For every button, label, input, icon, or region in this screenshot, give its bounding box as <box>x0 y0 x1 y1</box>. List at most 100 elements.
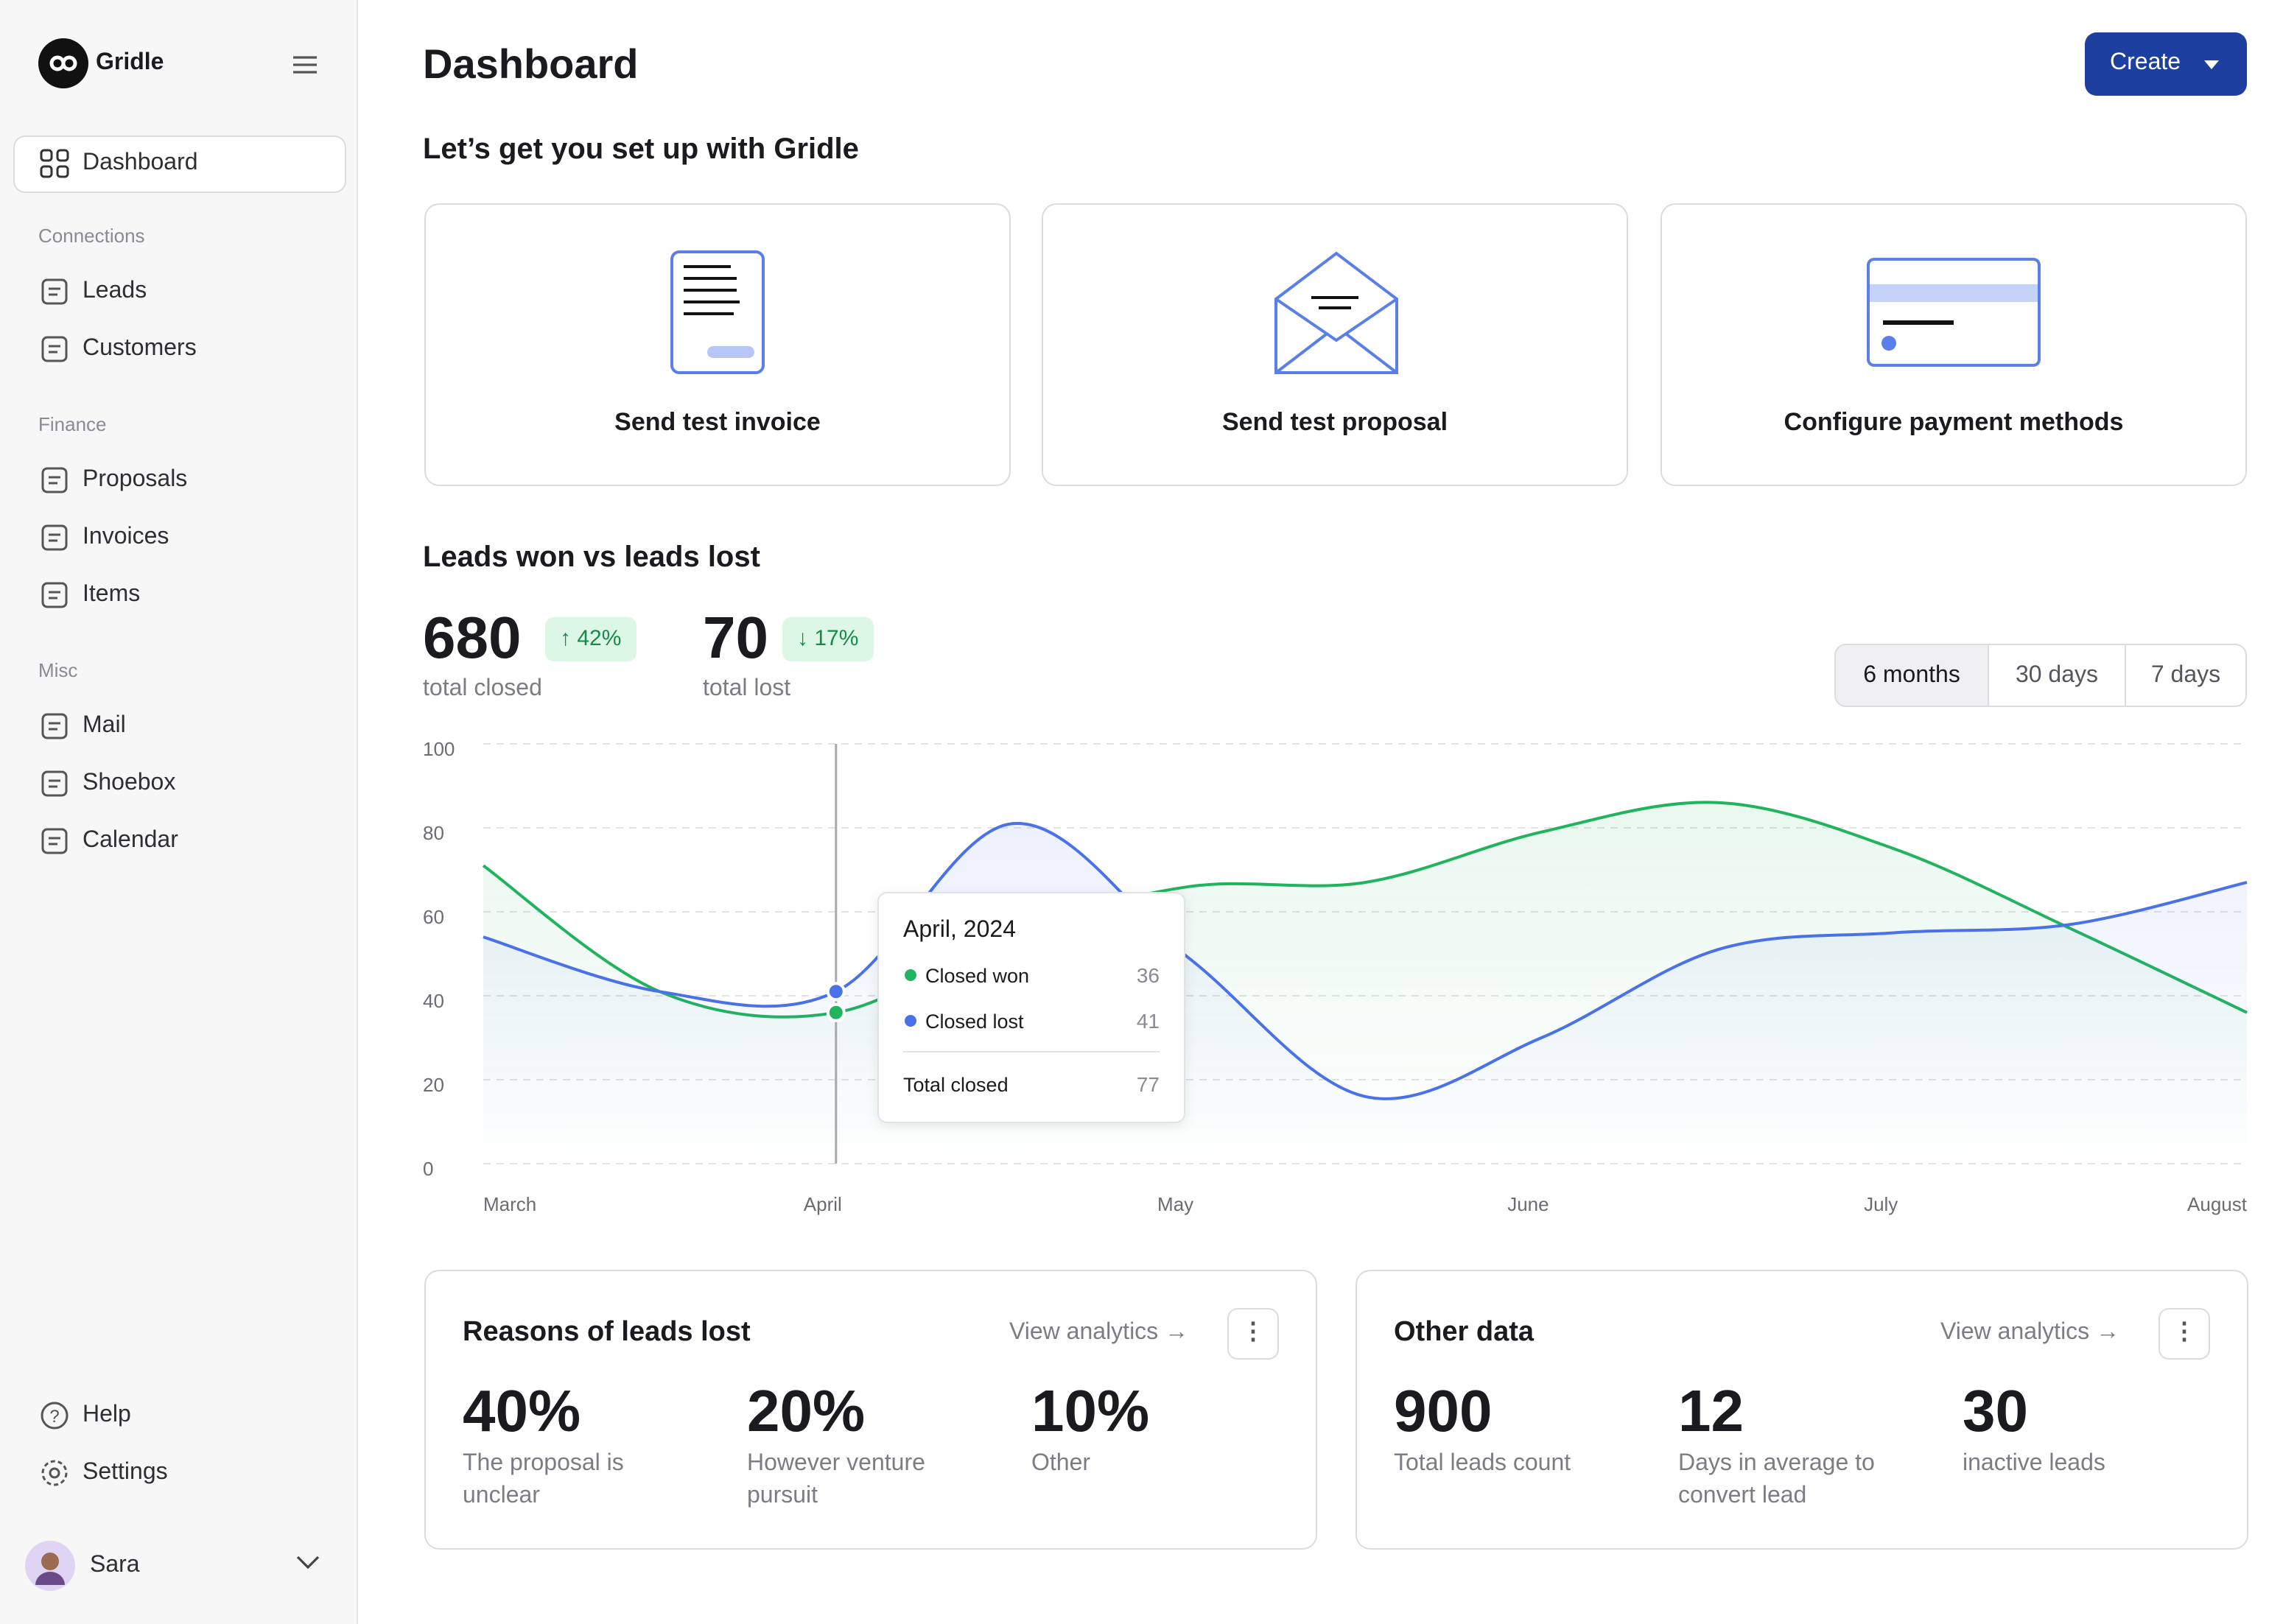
y-tick-label: 100 <box>423 738 455 760</box>
stat-label: total lost <box>703 676 791 701</box>
caret <box>2204 60 2219 69</box>
nav-section-title: Connections <box>38 225 145 247</box>
menu-button[interactable] <box>292 55 318 75</box>
y-tick-label: 20 <box>423 1074 444 1096</box>
stat-label: However venture pursuit <box>747 1451 925 1508</box>
panel-title: Reasons of leads lost <box>463 1317 751 1348</box>
link-label[interactable]: View analytics <box>1009 1320 1159 1345</box>
icon <box>41 466 68 493</box>
nav-section-title: Finance <box>38 412 107 435</box>
stat-value: 900 <box>1394 1379 1493 1444</box>
stat-value: 40% <box>463 1379 581 1444</box>
sidebar: Gridle Dashboard ? Help Settings Sara Co… <box>0 0 358 1624</box>
nav-label[interactable]: Leads <box>83 278 147 303</box>
nav-label[interactable]: Invoices <box>83 524 169 549</box>
icon <box>41 337 68 363</box>
nav-label[interactable]: Dashboard <box>83 150 198 175</box>
card-icon <box>1867 258 2041 367</box>
change-value: 42% <box>577 626 622 651</box>
page-title: Dashboard <box>423 41 639 87</box>
setup-card[interactable]: Send test proposal <box>1042 203 1628 486</box>
stat-value: 10% <box>1031 1379 1150 1444</box>
nav-label[interactable]: Settings <box>83 1460 168 1485</box>
change-badge: ↓ 17% <box>782 617 874 661</box>
icon: ? <box>41 1402 69 1430</box>
more-button[interactable]: ⋮ <box>2158 1308 2210 1360</box>
nav-label[interactable]: Mail <box>83 712 126 737</box>
y-tick-label: 60 <box>423 906 444 928</box>
logo <box>38 38 88 88</box>
nav-label[interactable]: Items <box>83 582 141 608</box>
link-label[interactable]: View analytics <box>1940 1320 2090 1345</box>
more-button[interactable]: ⋮ <box>1227 1308 1279 1360</box>
icon <box>40 149 69 178</box>
icon <box>41 582 68 608</box>
legend-dot <box>905 1015 916 1027</box>
legend-dot <box>905 969 916 981</box>
avatar[interactable] <box>25 1541 75 1591</box>
hover-point <box>826 982 846 1002</box>
icon <box>41 770 68 797</box>
brand: Gridle <box>96 50 164 75</box>
nav-label[interactable]: Help <box>83 1402 131 1427</box>
stat-label: Total leads count <box>1394 1451 1571 1476</box>
tooltip-value: 36 <box>1137 964 1160 987</box>
icon <box>41 278 68 305</box>
view-analytics-link[interactable]: View analytics → <box>1940 1320 2120 1345</box>
y-tick-label: 40 <box>423 990 444 1012</box>
tooltip: April, 2024 Closed won 36 Closed lost 41 Tota… <box>877 892 1185 1123</box>
x-tick-label: May <box>1157 1193 1193 1215</box>
period-option[interactable]: 6 months <box>1836 645 1989 706</box>
period-option[interactable]: 30 days <box>1989 645 2126 706</box>
change-value: 17% <box>814 626 859 651</box>
x-tick-label: July <box>1864 1193 1898 1215</box>
nav-label[interactable]: Proposals <box>83 466 188 492</box>
envelope-icon <box>1274 251 1398 374</box>
y-tick-label: 0 <box>423 1158 433 1180</box>
setup-card[interactable]: Configure payment methods <box>1660 203 2247 486</box>
card-label[interactable]: Configure payment methods <box>1784 408 2124 436</box>
stat-value: 30 <box>1963 1379 2028 1444</box>
nav-label[interactable]: Calendar <box>83 828 178 854</box>
stat-label: Other <box>1031 1451 1091 1476</box>
section-title: Leads won vs leads lost <box>423 541 760 574</box>
view-analytics-link[interactable]: View analytics → <box>1009 1320 1189 1345</box>
tooltip-total: 77 <box>1137 1073 1160 1096</box>
legend-label: Closed lost <box>925 1010 1024 1033</box>
x-tick-label: August <box>2187 1193 2248 1215</box>
stat-label: Days in average to convert lead <box>1678 1451 1875 1508</box>
stat-label: inactive leads <box>1963 1451 2105 1476</box>
tooltip-total-label: Total closed <box>903 1074 1009 1096</box>
legend-label: Closed won <box>925 965 1029 987</box>
icon <box>41 524 68 551</box>
nav-dashboard[interactable] <box>13 136 346 193</box>
svg-text:?: ? <box>49 1407 59 1427</box>
nav-section-title: Misc <box>38 658 78 681</box>
user-menu-chevron[interactable] <box>295 1554 321 1572</box>
icon <box>41 712 68 739</box>
invoice-icon <box>670 250 765 374</box>
stat-label: total closed <box>423 676 542 701</box>
stat-value: 20% <box>747 1379 866 1444</box>
line <box>483 822 2248 1100</box>
stat-value: 12 <box>1678 1379 1744 1444</box>
setup-card[interactable]: Send test invoice <box>424 203 1011 486</box>
period-option[interactable]: 7 days <box>2150 663 2221 688</box>
change-badge: ↑ 42% <box>545 617 636 661</box>
create-button[interactable]: Create <box>2085 32 2247 96</box>
tooltip-value: 41 <box>1137 1010 1160 1033</box>
nav-label[interactable]: Customers <box>83 336 197 362</box>
tooltip-box <box>877 892 1185 1123</box>
card-label[interactable]: Send test invoice <box>614 408 821 436</box>
button-label[interactable]: Create <box>2110 50 2181 75</box>
stat-label: The proposal is unclear <box>463 1451 624 1508</box>
nav-label[interactable]: Shoebox <box>83 770 176 795</box>
icon <box>41 828 68 854</box>
period-selector: 6 months 30 days 7 days <box>1834 644 2247 707</box>
user-name[interactable]: Sara <box>90 1553 140 1578</box>
stat-value: 70 <box>703 606 768 671</box>
card-label[interactable]: Send test proposal <box>1221 408 1448 436</box>
hover-point <box>826 1002 846 1022</box>
stat-value: 680 <box>423 606 522 671</box>
